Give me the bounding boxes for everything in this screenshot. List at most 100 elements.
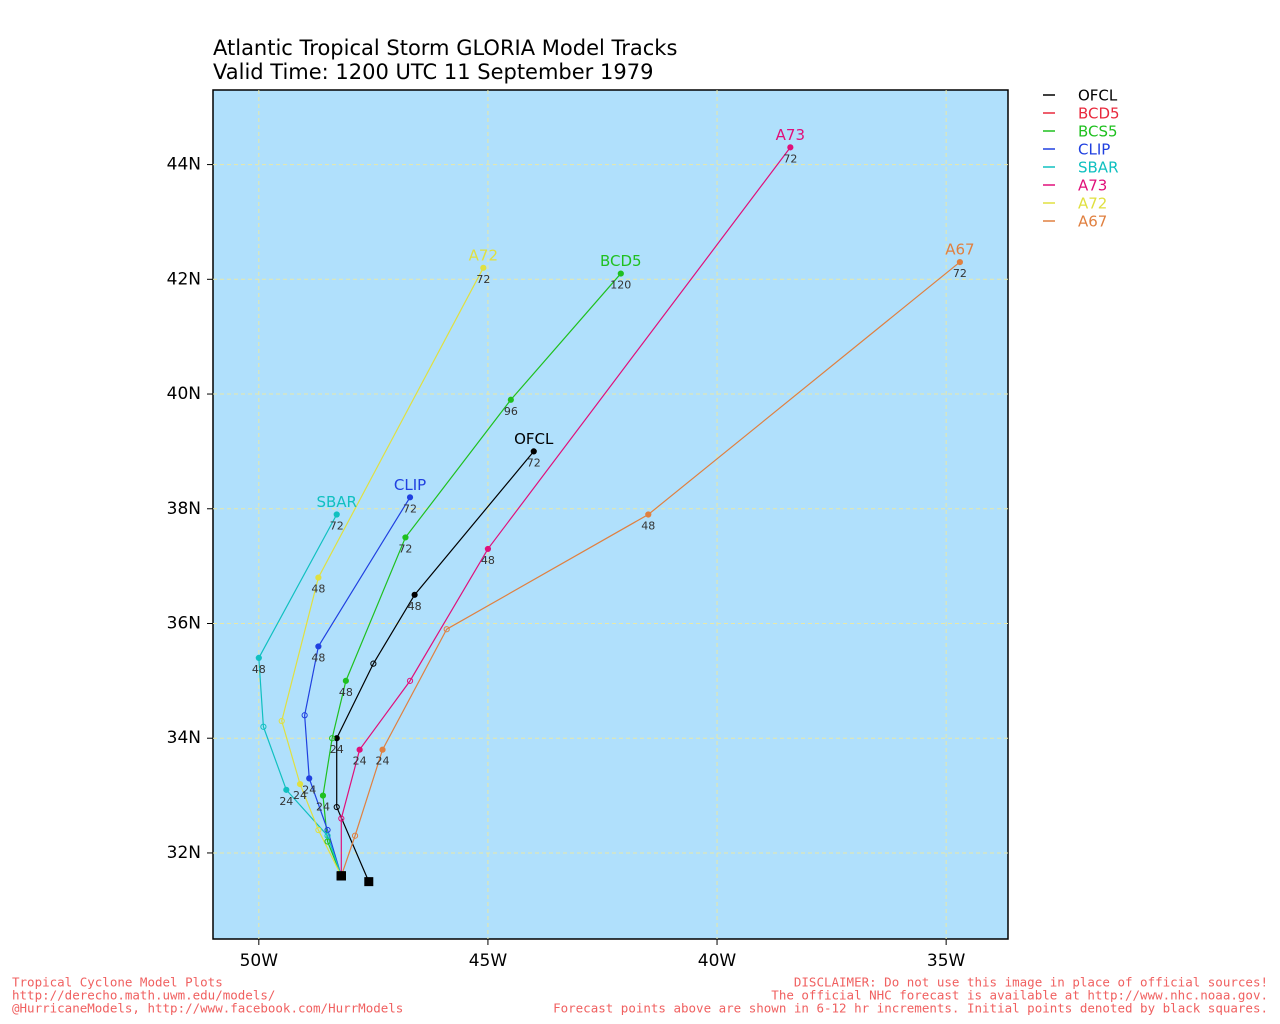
track-line [322, 273, 622, 877]
forecast-point [329, 735, 336, 742]
y-tick-label: 42N [167, 269, 201, 289]
footer-left: @HurricaneModels, http://www.facebook.co… [12, 1001, 403, 1016]
forecast-point [370, 660, 377, 667]
track-line [336, 451, 535, 882]
forecast-point [260, 723, 267, 730]
point-label: 48 [641, 520, 655, 533]
forecast-point [333, 511, 340, 518]
point-label: 48 [408, 600, 422, 613]
legend-label: BCS5 [1078, 123, 1118, 141]
legend-label: BCD5 [1078, 105, 1120, 123]
point-label: 24 [330, 743, 344, 756]
y-tick-label: 32N [167, 843, 201, 863]
legend-label: CLIP [1078, 141, 1110, 159]
forecast-point [402, 534, 409, 541]
y-tick-label: 34N [167, 728, 201, 748]
forecast-point [324, 838, 331, 845]
x-tick-label: 45W [469, 951, 508, 971]
track-end-label: BCD5 [600, 252, 642, 270]
initial-point [364, 877, 374, 887]
forecast-point [406, 677, 414, 684]
forecast-point [351, 832, 359, 839]
point-label: 48 [481, 554, 495, 567]
forecast-point [324, 832, 331, 839]
point-label: 48 [311, 583, 325, 596]
forecast-point [315, 826, 322, 834]
y-tick-label: 40N [167, 384, 201, 404]
legend-label: A73 [1078, 177, 1107, 195]
legend-label: OFCL [1078, 87, 1118, 105]
forecast-point [379, 746, 386, 753]
x-tick-label: 35W [927, 951, 966, 971]
point-label: 72 [398, 542, 412, 555]
track-line [340, 147, 791, 876]
footer-left: http://derecho.math.uwm.edu/models/ [12, 988, 275, 1003]
forecast-point [406, 494, 414, 501]
forecast-point [356, 746, 363, 753]
track-end-label: A67 [945, 241, 974, 259]
footer-right: Forecast points above are shown in 6-12 … [553, 1001, 1268, 1016]
forecast-point [315, 574, 322, 581]
y-tick-label: 44N [167, 155, 201, 175]
forecast-point [411, 591, 418, 598]
point-label: 24 [316, 801, 330, 814]
forecast-point [617, 270, 624, 277]
forecast-point [645, 511, 652, 518]
forecast-point [255, 654, 262, 662]
forecast-point [507, 396, 514, 403]
point-label: 72 [403, 502, 417, 515]
forecast-point [306, 775, 313, 782]
initial-point [336, 871, 346, 881]
point-label: 72 [953, 267, 967, 280]
forecast-point [278, 717, 285, 725]
point-label: 72 [476, 273, 490, 286]
forecast-point [315, 643, 322, 650]
point-label: 24 [376, 755, 390, 768]
point-label: 24 [353, 755, 367, 768]
x-tick-label: 50W [240, 951, 279, 971]
point-label: 24 [279, 795, 293, 808]
forecast-point [480, 264, 487, 271]
y-tick-label: 36N [167, 613, 201, 633]
forecast-point [296, 781, 304, 788]
legend-label: SBAR [1078, 159, 1119, 177]
legend-label: A72 [1078, 195, 1107, 213]
forecast-point [319, 792, 327, 799]
forecast-point [530, 448, 537, 455]
forecast-point [324, 826, 331, 834]
legend-label: A67 [1078, 213, 1107, 231]
forecast-point [956, 258, 963, 266]
track-end-label: CLIP [394, 476, 426, 494]
forecast-point [333, 803, 340, 811]
track-end-label: A72 [469, 246, 498, 264]
point-label: 72 [783, 152, 797, 165]
track-end-label: SBAR [316, 493, 357, 511]
forecast-point [443, 626, 450, 633]
point-label: 96 [504, 405, 518, 418]
point-label: 120 [610, 279, 631, 292]
y-tick-label: 38N [167, 499, 201, 519]
track-end-label: OFCL [514, 430, 554, 448]
chart-title: Atlantic Tropical Storm GLORIA Model Tra… [213, 36, 677, 60]
point-label: 24 [293, 789, 307, 802]
track-end-label: A73 [776, 126, 805, 144]
forecast-point [338, 815, 345, 822]
track-line [281, 267, 484, 877]
forecast-point [333, 735, 340, 742]
forecast-point [342, 677, 349, 684]
forecast-point [484, 545, 492, 553]
footer-right: The official NHC forecast is available a… [771, 988, 1268, 1003]
point-label: 48 [339, 686, 353, 699]
point-label: 72 [330, 520, 344, 533]
forecast-point [283, 786, 290, 793]
plot-area [212, 89, 1009, 940]
point-label: 48 [311, 651, 325, 664]
point-label: 72 [527, 456, 541, 469]
forecast-point [301, 712, 308, 719]
forecast-point [787, 144, 794, 151]
chart-subtitle: Valid Time: 1200 UTC 11 September 1979 [213, 60, 653, 84]
footer-left: Tropical Cyclone Model Plots [12, 975, 223, 990]
x-tick-label: 40W [698, 951, 737, 971]
footer-right: DISCLAIMER: Do not use this image in pla… [794, 975, 1268, 990]
